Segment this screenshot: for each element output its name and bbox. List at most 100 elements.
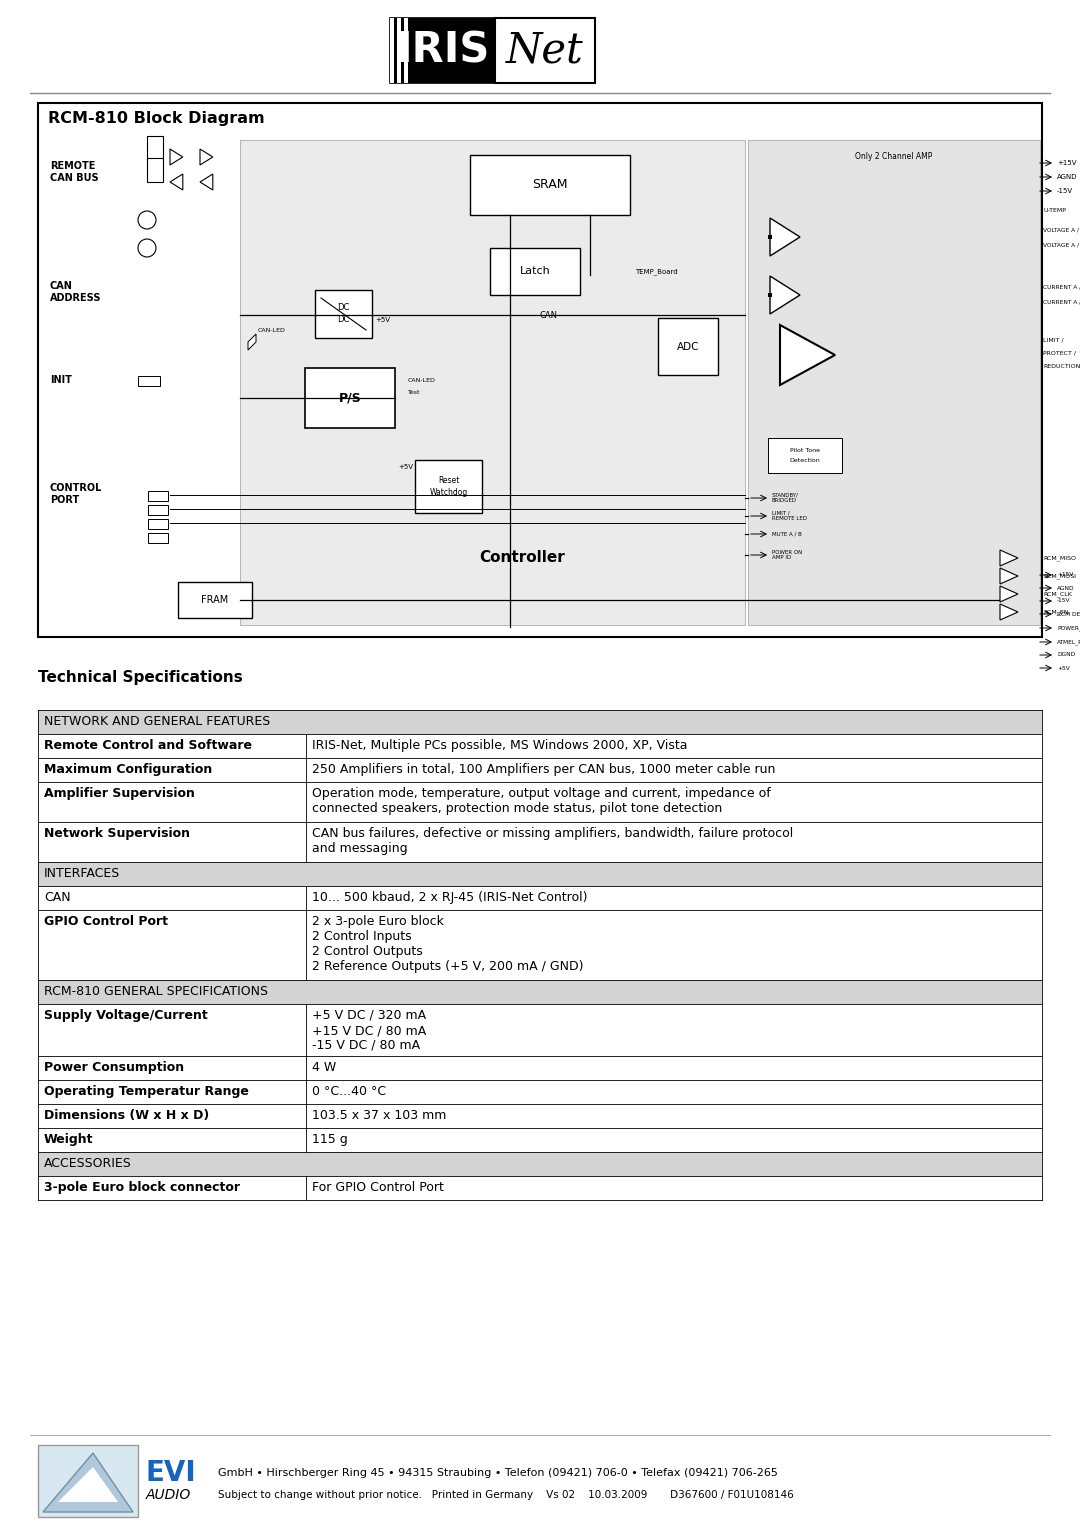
Text: RCM DETECT: RCM DETECT xyxy=(1057,611,1080,617)
Text: INTERFACES: INTERFACES xyxy=(44,867,120,880)
Text: 2 x 3-pole Euro block
2 Control Inputs
2 Control Outputs
2 Reference Outputs (+5: 2 x 3-pole Euro block 2 Control Inputs 2… xyxy=(312,915,583,973)
Text: AGND: AGND xyxy=(1057,585,1075,591)
Text: Pilot Tone: Pilot Tone xyxy=(789,447,820,454)
Text: CAN-LED: CAN-LED xyxy=(408,377,436,382)
Text: CAN: CAN xyxy=(540,310,558,319)
Text: P/S: P/S xyxy=(339,391,362,405)
Text: CAN-LED: CAN-LED xyxy=(258,327,286,333)
Text: Reset: Reset xyxy=(437,476,459,486)
Text: -15V: -15V xyxy=(1057,599,1070,603)
Text: PROTECT /: PROTECT / xyxy=(1043,351,1076,356)
Bar xyxy=(38,910,1042,980)
Text: Weight: Weight xyxy=(44,1133,94,1145)
Text: For GPIO Control Port: For GPIO Control Port xyxy=(312,1180,444,1194)
Polygon shape xyxy=(170,150,183,165)
Bar xyxy=(38,757,1042,782)
Text: REDUCTION: REDUCTION xyxy=(1043,363,1080,368)
Bar xyxy=(38,734,1042,757)
Text: +5 V DC / 320 mA
+15 V DC / 80 mA
-15 V DC / 80 mA: +5 V DC / 320 mA +15 V DC / 80 mA -15 V … xyxy=(312,1009,427,1052)
Text: Remote Control and Software: Remote Control and Software xyxy=(44,739,252,751)
Text: CAN bus failures, defective or missing amplifiers, bandwidth, failure protocol
a: CAN bus failures, defective or missing a… xyxy=(312,828,793,855)
Bar xyxy=(38,710,1042,734)
Text: AGND: AGND xyxy=(1057,174,1078,180)
Bar xyxy=(38,1128,1042,1151)
Text: U-TEMP: U-TEMP xyxy=(1043,208,1066,212)
Bar xyxy=(748,140,1040,625)
Text: +15V: +15V xyxy=(1057,160,1077,166)
Text: RCM_CLK: RCM_CLK xyxy=(1043,591,1071,597)
Text: Amplifier Supervision: Amplifier Supervision xyxy=(44,786,194,800)
Text: GPIO Control Port: GPIO Control Port xyxy=(44,915,168,928)
Text: VOLTAGE A / B: VOLTAGE A / B xyxy=(1043,228,1080,232)
Bar xyxy=(390,18,394,82)
Text: Operation mode, temperature, output voltage and current, impedance of
connected : Operation mode, temperature, output volt… xyxy=(312,786,771,815)
Bar xyxy=(38,886,1042,910)
Text: VOLTAGE A / B: VOLTAGE A / B xyxy=(1043,243,1080,247)
Bar xyxy=(138,376,160,386)
Text: AUDIO: AUDIO xyxy=(146,1487,191,1503)
Bar xyxy=(148,533,168,544)
Text: LIMIT /
REMOTE LED: LIMIT / REMOTE LED xyxy=(772,510,807,521)
Bar xyxy=(178,582,252,618)
Polygon shape xyxy=(58,1467,118,1503)
Text: RCM_MISO: RCM_MISO xyxy=(1043,556,1076,560)
Text: RCM_EN: RCM_EN xyxy=(1043,609,1068,615)
Bar xyxy=(404,18,408,82)
Text: +5V: +5V xyxy=(399,464,413,470)
Bar xyxy=(415,460,482,513)
Polygon shape xyxy=(770,218,800,257)
Text: CONTROL
PORT: CONTROL PORT xyxy=(50,483,103,505)
Bar xyxy=(148,505,168,515)
Text: Technical Specifications: Technical Specifications xyxy=(38,670,243,686)
Text: FRAM: FRAM xyxy=(201,596,229,605)
Text: Controller: Controller xyxy=(480,550,565,565)
Polygon shape xyxy=(780,325,835,385)
Bar xyxy=(38,1057,1042,1080)
Text: 3-pole Euro block connector: 3-pole Euro block connector xyxy=(44,1180,240,1194)
Text: REMOTE
CAN BUS: REMOTE CAN BUS xyxy=(50,160,98,183)
Text: DGND: DGND xyxy=(1057,652,1075,658)
Text: 0 °C...40 °C: 0 °C...40 °C xyxy=(312,1086,387,1098)
Bar xyxy=(38,1003,1042,1057)
Bar xyxy=(240,140,745,625)
Bar xyxy=(490,247,580,295)
Bar xyxy=(38,1176,1042,1200)
Bar xyxy=(148,492,168,501)
Bar xyxy=(38,1104,1042,1128)
Text: Test: Test xyxy=(408,391,420,395)
Bar xyxy=(38,102,1042,637)
Text: Watchdog: Watchdog xyxy=(430,489,468,496)
Text: Power Consumption: Power Consumption xyxy=(44,1061,184,1073)
Bar xyxy=(38,980,1042,1003)
Polygon shape xyxy=(248,334,256,350)
Text: GmbH • Hirschberger Ring 45 • 94315 Straubing • Telefon (09421) 706-0 • Telefax : GmbH • Hirschberger Ring 45 • 94315 Stra… xyxy=(218,1467,778,1478)
Text: IRIS-Net, Multiple PCs possible, MS Windows 2000, XP, Vista: IRIS-Net, Multiple PCs possible, MS Wind… xyxy=(312,739,688,751)
Polygon shape xyxy=(1000,605,1018,620)
Polygon shape xyxy=(170,174,183,189)
Text: Operating Temperatur Range: Operating Temperatur Range xyxy=(44,1086,248,1098)
Text: DC: DC xyxy=(337,302,350,312)
Text: +5V: +5V xyxy=(1057,666,1070,670)
Text: 103.5 x 37 x 103 mm: 103.5 x 37 x 103 mm xyxy=(312,1109,446,1122)
Text: RCM-810 Block Diagram: RCM-810 Block Diagram xyxy=(48,111,265,127)
Bar xyxy=(768,438,842,473)
Polygon shape xyxy=(43,1454,133,1512)
Bar xyxy=(390,18,495,82)
Text: Dimensions (W x H x D): Dimensions (W x H x D) xyxy=(44,1109,210,1122)
Bar xyxy=(658,318,718,376)
Text: Only 2 Channel AMP: Only 2 Channel AMP xyxy=(855,153,933,160)
Text: 250 Amplifiers in total, 100 Amplifiers per CAN bus, 1000 meter cable run: 250 Amplifiers in total, 100 Amplifiers … xyxy=(312,764,775,776)
Text: -15V: -15V xyxy=(1057,188,1074,194)
Bar xyxy=(397,18,401,82)
Polygon shape xyxy=(200,150,213,165)
Text: EVI: EVI xyxy=(146,1458,197,1487)
Text: Latch: Latch xyxy=(519,267,551,276)
Bar xyxy=(768,293,772,296)
Text: LIMIT /: LIMIT / xyxy=(1043,337,1064,342)
Text: CURRENT A / B: CURRENT A / B xyxy=(1043,299,1080,304)
Text: Detection: Detection xyxy=(789,458,821,463)
Text: 4 W: 4 W xyxy=(312,1061,336,1073)
Text: RCM_MOSI: RCM_MOSI xyxy=(1043,573,1076,579)
Text: DC: DC xyxy=(337,315,350,324)
Polygon shape xyxy=(770,276,800,315)
